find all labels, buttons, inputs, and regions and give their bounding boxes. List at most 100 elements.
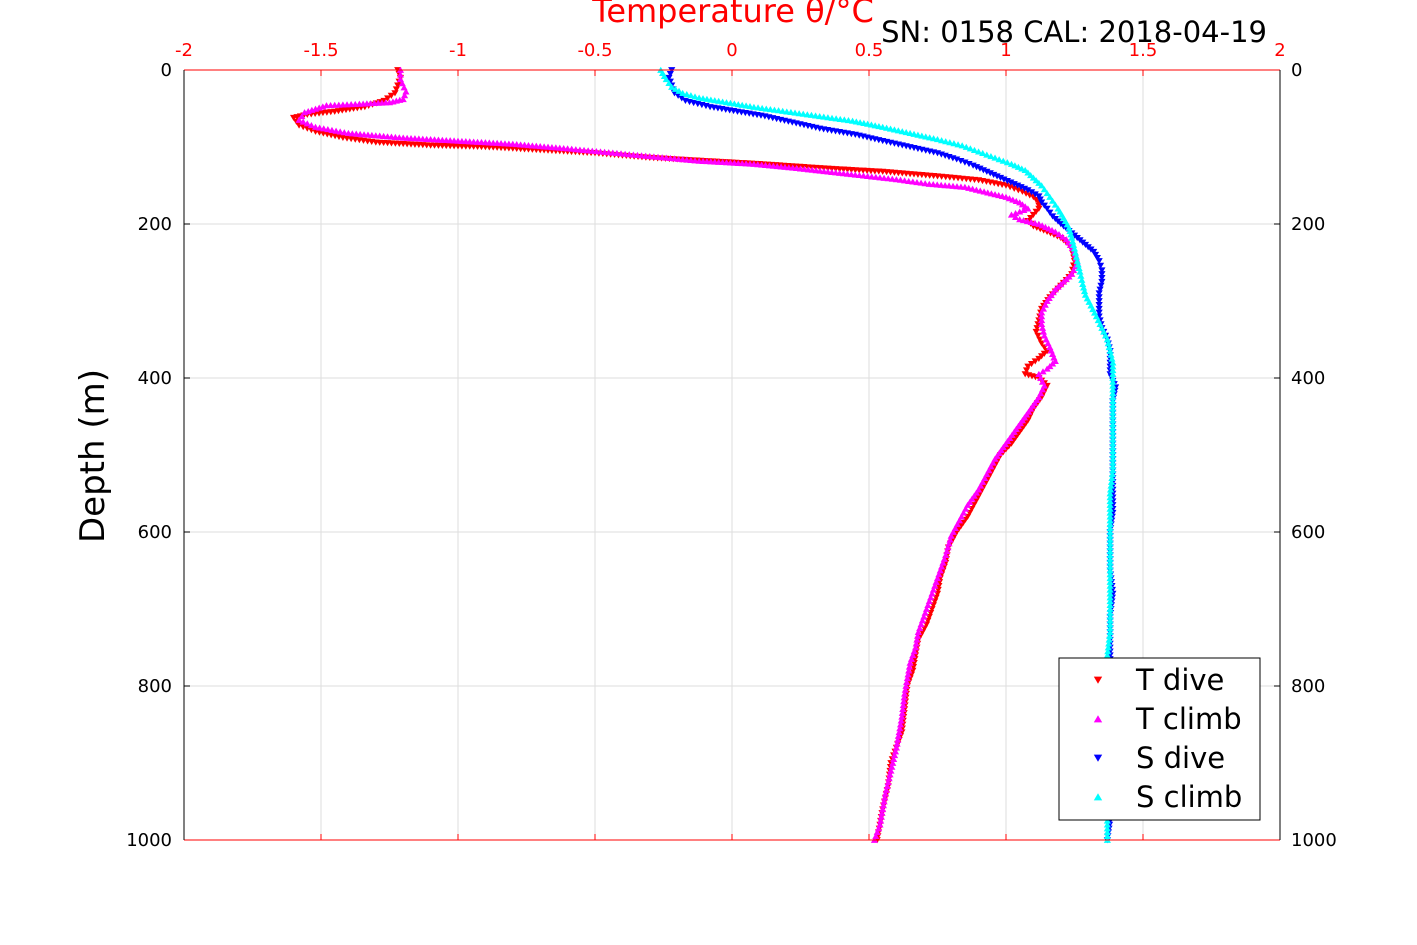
data-point xyxy=(1106,513,1114,520)
data-point xyxy=(1103,829,1111,836)
data-point xyxy=(1109,394,1117,401)
data-point xyxy=(1031,191,1039,198)
data-point xyxy=(886,771,894,778)
legend-box xyxy=(1058,657,1261,821)
data-point xyxy=(883,782,891,789)
data-point xyxy=(898,709,906,716)
data-point xyxy=(1073,257,1081,264)
data-point xyxy=(1108,474,1116,481)
data-point xyxy=(894,736,902,743)
data-point xyxy=(914,632,922,639)
data-point xyxy=(1079,280,1087,287)
data-point xyxy=(1105,640,1113,647)
data-point xyxy=(1093,255,1101,262)
data-point xyxy=(1020,185,1029,192)
data-point xyxy=(1031,358,1039,365)
data-point xyxy=(912,640,920,647)
data-point xyxy=(1039,328,1048,335)
data-point xyxy=(1095,305,1103,312)
data-point xyxy=(1069,238,1077,245)
data-point xyxy=(1106,598,1114,605)
data-point xyxy=(879,802,887,809)
data-point xyxy=(905,667,913,674)
data-point xyxy=(933,136,942,143)
data-point xyxy=(1109,405,1117,412)
data-point xyxy=(1029,211,1037,218)
data-point xyxy=(979,149,987,157)
data-point xyxy=(1109,413,1117,420)
y-tick-label-right: 0 xyxy=(1291,60,1302,81)
data-point xyxy=(880,798,888,805)
data-point xyxy=(896,725,904,732)
data-point xyxy=(1096,262,1105,269)
data-point xyxy=(336,128,344,135)
data-point xyxy=(1106,632,1114,639)
data-point xyxy=(1096,286,1104,293)
y-tick-label-right: 800 xyxy=(1291,676,1325,697)
data-point xyxy=(1106,613,1114,620)
data-point xyxy=(1024,187,1032,194)
data-point xyxy=(996,174,1005,182)
data-point xyxy=(976,165,984,172)
data-point xyxy=(1106,497,1114,505)
data-point xyxy=(986,170,994,177)
data-point xyxy=(1109,459,1117,466)
data-point xyxy=(1080,284,1088,291)
data-point xyxy=(324,126,332,133)
data-point xyxy=(1103,825,1111,832)
data-point xyxy=(1106,548,1114,555)
data-point xyxy=(392,86,400,93)
data-point xyxy=(1106,617,1114,624)
legend-markers xyxy=(1093,676,1103,801)
data-point xyxy=(1097,282,1105,289)
data-point xyxy=(894,732,903,739)
data-point xyxy=(1106,524,1114,532)
data-point xyxy=(1014,187,1022,194)
data-point xyxy=(877,813,885,820)
data-point xyxy=(944,544,952,551)
y-axis-label: Depth (m) xyxy=(73,369,113,543)
legend-label-s-dive: S dive xyxy=(1136,741,1225,775)
data-point xyxy=(1106,540,1114,547)
data-point xyxy=(1109,359,1117,366)
data-point xyxy=(1107,482,1115,489)
data-point xyxy=(899,705,907,712)
data-point xyxy=(1032,328,1040,336)
data-point xyxy=(999,157,1007,164)
data-point xyxy=(1000,176,1008,183)
data-point xyxy=(1109,440,1117,447)
data-point xyxy=(1035,193,1043,200)
data-point xyxy=(1032,208,1040,215)
data-point xyxy=(671,85,679,92)
data-point xyxy=(987,153,995,160)
data-point xyxy=(881,790,890,797)
y-tick-label-right: 400 xyxy=(1291,368,1325,389)
data-point xyxy=(665,79,673,86)
data-point xyxy=(991,154,999,161)
data-point xyxy=(691,93,699,100)
data-point xyxy=(1106,501,1114,508)
data-point xyxy=(1095,258,1103,265)
data-point xyxy=(1106,582,1114,589)
data-point xyxy=(1055,231,1063,238)
data-point xyxy=(1109,378,1117,385)
data-point xyxy=(882,786,890,793)
data-point xyxy=(1103,651,1111,659)
data-point xyxy=(1106,586,1114,593)
data-point xyxy=(1007,179,1015,186)
data-point xyxy=(1109,401,1117,408)
data-point xyxy=(890,752,899,759)
chart-subtitle: SN: 0158 CAL: 2018-04-19 xyxy=(881,15,1267,49)
data-point xyxy=(1014,182,1022,189)
tick-labels: -2 -1.5 -1 -0.5 0 0.5 1 1.5 20200400600800100002… xyxy=(126,40,1337,851)
data-point xyxy=(340,129,348,136)
x-tick-label: 0 xyxy=(726,40,737,61)
data-point xyxy=(1038,199,1046,206)
data-point xyxy=(1078,276,1086,283)
data-point xyxy=(983,151,991,158)
data-point xyxy=(1109,363,1117,370)
data-point xyxy=(1105,636,1113,643)
data-point xyxy=(1107,351,1115,358)
data-point xyxy=(1106,601,1114,609)
data-point xyxy=(316,124,324,131)
